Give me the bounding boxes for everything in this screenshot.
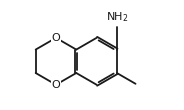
Text: O: O [52,33,60,43]
Text: NH$_2$: NH$_2$ [106,11,128,24]
Text: O: O [52,80,60,90]
